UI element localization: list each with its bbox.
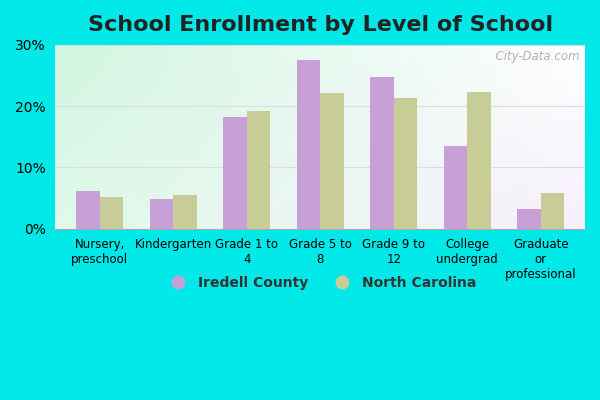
Bar xyxy=(444,146,467,229)
Bar xyxy=(149,199,173,229)
Title: School Enrollment by Level of School: School Enrollment by Level of School xyxy=(88,15,553,35)
Bar xyxy=(247,111,270,229)
Bar xyxy=(541,193,565,229)
Bar xyxy=(370,77,394,229)
Bar xyxy=(394,98,418,229)
Legend: Iredell County, North Carolina: Iredell County, North Carolina xyxy=(158,270,482,295)
Bar xyxy=(173,195,197,229)
Bar xyxy=(76,191,100,229)
Bar xyxy=(517,209,541,229)
Bar xyxy=(223,117,247,229)
Bar xyxy=(467,92,491,229)
Bar xyxy=(100,197,123,229)
Text: City-Data.com: City-Data.com xyxy=(488,50,580,64)
Bar xyxy=(320,93,344,229)
Bar xyxy=(297,60,320,229)
